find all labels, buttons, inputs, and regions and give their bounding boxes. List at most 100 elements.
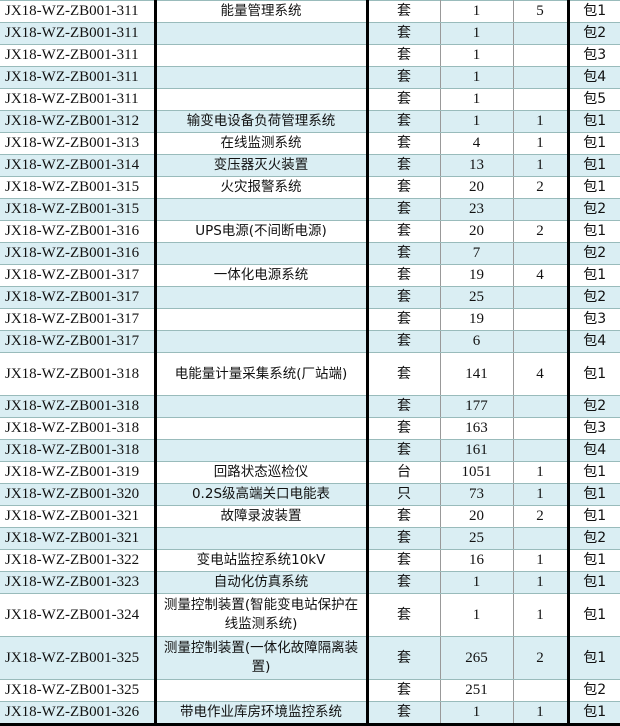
name-cell: 能量管理系统 [155,0,369,23]
quantity-cell: 1 [440,66,514,89]
code-cell: JX18-WZ-ZB001-317 [0,308,157,331]
unit-cell: 套 [367,0,441,23]
count-cell: 1 [513,154,570,177]
table-row: JX18-WZ-ZB001-319 回路状态巡检仪台 1051 1 包1 [0,461,620,484]
unit-cell: 套 [367,395,441,418]
package-cell: 包2 [568,395,620,418]
package-cell: 包2 [568,242,620,265]
count-cell: 2 [513,220,570,243]
count-cell [513,286,570,309]
count-cell: 1 [513,110,570,133]
code-cell: JX18-WZ-ZB001-317 [0,264,157,287]
quantity-cell: 265 [440,636,514,680]
table-row: JX18-WZ-ZB001-321 故障录波装置套 20 2 包1 [0,505,620,528]
package-cell: 包2 [568,22,620,45]
quantity-cell: 20 [440,505,514,528]
name-cell [155,439,369,462]
quantity-cell: 1 [440,593,514,637]
package-cell: 包1 [568,636,620,680]
count-cell: 5 [513,0,570,23]
quantity-cell: 73 [440,483,514,506]
code-cell: JX18-WZ-ZB001-315 [0,198,157,221]
code-cell: JX18-WZ-ZB001-323 [0,571,157,594]
package-cell: 包1 [568,132,620,155]
table-row: JX18-WZ-ZB001-321 套 25 包2 [0,527,620,550]
quantity-cell: 1 [440,44,514,67]
package-cell: 包1 [568,505,620,528]
unit-cell: 套 [367,110,441,133]
count-cell [513,527,570,550]
package-cell: 包5 [568,88,620,111]
table-row: JX18-WZ-ZB001-318 套 161 包4 [0,439,620,462]
code-cell: JX18-WZ-ZB001-311 [0,66,157,89]
count-cell [513,308,570,331]
table-row: JX18-WZ-ZB001-311 套 1 包3 [0,44,620,67]
code-cell: JX18-WZ-ZB001-311 [0,0,157,23]
code-cell: JX18-WZ-ZB001-320 [0,483,157,506]
count-cell: 1 [513,132,570,155]
table-row: JX18-WZ-ZB001-317 一体化电源系统套 19 4 包1 [0,264,620,287]
code-cell: JX18-WZ-ZB001-318 [0,395,157,418]
table-row: JX18-WZ-ZB001-315 火灾报警系统套 20 2 包1 [0,176,620,199]
name-cell: 测量控制装置(智能变电站保护在线监测系统) [155,593,369,637]
unit-cell: 套 [367,308,441,331]
count-cell [513,198,570,221]
package-cell: 包1 [568,264,620,287]
package-cell: 包2 [568,679,620,702]
count-cell [513,22,570,45]
count-cell: 1 [513,571,570,594]
table-row: JX18-WZ-ZB001-325 测量控制装置(一体化故障隔离装置) 套 265 2 包… [0,636,620,680]
quantity-cell: 20 [440,220,514,243]
name-cell: 变电站监控系统10kV [155,549,369,572]
package-cell: 包4 [568,330,620,353]
table-row: JX18-WZ-ZB001-316 套 7 包2 [0,242,620,265]
quantity-cell: 1 [440,571,514,594]
quantity-cell: 13 [440,154,514,177]
name-cell [155,286,369,309]
package-cell: 包2 [568,527,620,550]
package-cell: 包1 [568,549,620,572]
code-cell: JX18-WZ-ZB001-324 [0,593,157,637]
unit-cell: 套 [367,154,441,177]
unit-cell: 套 [367,439,441,462]
code-cell: JX18-WZ-ZB001-311 [0,88,157,111]
table-row: JX18-WZ-ZB001-314 变压器灭火装置套 13 1 包1 [0,154,620,177]
name-cell: 在线监测系统 [155,132,369,155]
name-cell: 自动化仿真系统 [155,571,369,594]
unit-cell: 套 [367,176,441,199]
package-cell: 包4 [568,66,620,89]
unit-cell: 套 [367,636,441,680]
unit-cell: 套 [367,417,441,440]
count-cell: 2 [513,176,570,199]
quantity-cell: 25 [440,286,514,309]
count-cell [513,66,570,89]
table-row: JX18-WZ-ZB001-317 套 25 包2 [0,286,620,309]
unit-cell: 套 [367,701,441,726]
table-row: JX18-WZ-ZB001-318 电能量计量采集系统(厂站端) 套 141 4 包1 [0,352,620,396]
package-cell: 包3 [568,417,620,440]
count-cell: 1 [513,483,570,506]
table-row: JX18-WZ-ZB001-326 带电作业库房环境监控系统套 1 1 包1 [0,701,620,726]
package-cell: 包1 [568,220,620,243]
package-cell: 包1 [568,593,620,637]
unit-cell: 套 [367,549,441,572]
name-cell: 输变电设备负荷管理系统 [155,110,369,133]
code-cell: JX18-WZ-ZB001-321 [0,505,157,528]
name-cell: 电能量计量采集系统(厂站端) [155,352,369,396]
quantity-cell: 1 [440,0,514,23]
table-row: JX18-WZ-ZB001-311 套 1 包4 [0,66,620,89]
unit-cell: 套 [367,198,441,221]
table-row: JX18-WZ-ZB001-318 套 163 包3 [0,417,620,440]
count-cell: 1 [513,549,570,572]
quantity-cell: 7 [440,242,514,265]
code-cell: JX18-WZ-ZB001-325 [0,679,157,702]
unit-cell: 套 [367,527,441,550]
quantity-cell: 1 [440,22,514,45]
name-cell [155,242,369,265]
count-cell: 1 [513,593,570,637]
table-row: JX18-WZ-ZB001-322 变电站监控系统10kV 套 16 1 包1 [0,549,620,572]
name-cell: 火灾报警系统 [155,176,369,199]
package-cell: 包3 [568,44,620,67]
unit-cell: 只 [367,483,441,506]
table-row: JX18-WZ-ZB001-317 套 6 包4 [0,330,620,353]
